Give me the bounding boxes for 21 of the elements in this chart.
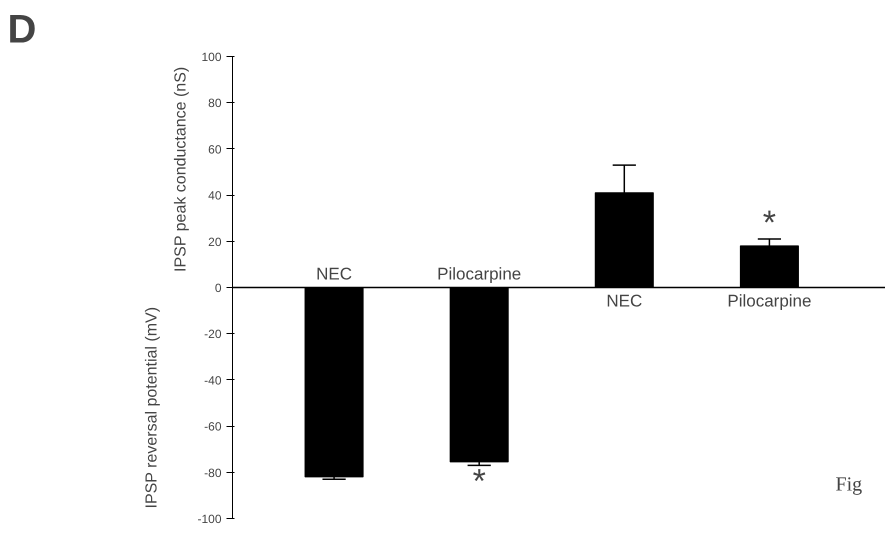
y-tick-label: -80 — [204, 466, 222, 480]
x-tick-label: NEC — [316, 264, 352, 284]
y-tick-label: 60 — [208, 142, 222, 156]
x-tick-label: NEC — [606, 292, 642, 310]
x-tick-label: Pilocarpine — [437, 264, 522, 284]
y-axis-title: IPSP peak conductance (nS) — [172, 66, 190, 272]
text: IPSP reversal potential (mV) — [144, 306, 160, 508]
annotation: * — [762, 204, 776, 242]
y-tick-label: 100 — [201, 50, 222, 64]
y-tick-label: -60 — [204, 420, 222, 434]
y-tick-label: 40 — [208, 188, 222, 203]
y-tick-label: -20 — [204, 327, 222, 342]
y-tick-label: -100 — [197, 512, 222, 526]
y-tick-label: 80 — [208, 96, 222, 110]
y-tick-label: 20 — [208, 234, 222, 249]
annotation: Fig — [836, 473, 862, 496]
text: D — [8, 8, 36, 52]
y-tick-label: 0 — [214, 281, 222, 295]
annotation: * — [472, 462, 486, 500]
x-tick-label: Pilocarpine — [727, 292, 812, 310]
y-tick-label: -40 — [204, 373, 222, 388]
